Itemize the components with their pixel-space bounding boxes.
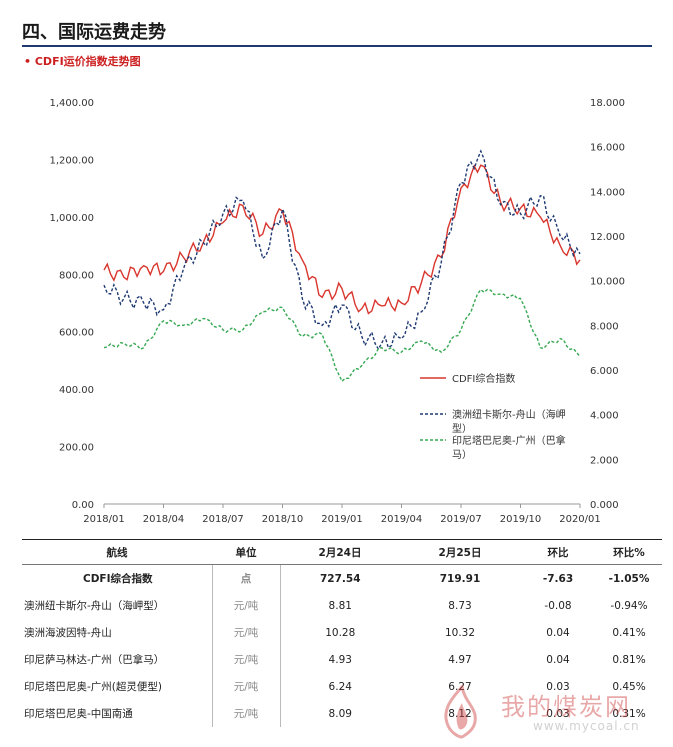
value-cell: 727.54	[319, 572, 361, 585]
change-pct-cell: 0.31%	[612, 707, 646, 720]
legend-label-0: CDFI综合指数	[452, 372, 515, 385]
table-row: 印尼萨马林达-广州（巴拿马） 元/吨 4.93 4.97 0.04 0.81%	[22, 646, 662, 673]
series-line-0	[103, 164, 581, 315]
column-header: 环比	[520, 539, 596, 565]
change-cell: 0.03	[546, 680, 570, 693]
x-tick-label: 2018/07	[202, 514, 244, 525]
change-cell: -7.63	[542, 572, 574, 585]
y-left-tick-label: 200.00	[59, 443, 94, 454]
table-row: 印尼塔巴尼奥-中国南通 元/吨 8.09 8.12 0.03 0.31%	[22, 700, 662, 727]
legend-label-2: 印尼塔巴尼奥-广州（巴拿马）	[452, 434, 566, 461]
unit-cell: 元/吨	[211, 592, 281, 619]
unit-cell: 元/吨	[211, 673, 281, 700]
y-right-tick-label: 6.000	[590, 366, 619, 377]
chart-subtitle: • CDFI运价指数走势图	[24, 55, 141, 68]
table-row: CDFI综合指数 点 727.54 719.91 -7.63 -1.05%	[22, 564, 662, 592]
change-pct-cell: 0.41%	[612, 626, 646, 639]
value-cell: 4.93	[328, 653, 352, 666]
x-tick-label: 2019/10	[500, 514, 542, 525]
change-cell: -0.08	[544, 599, 572, 612]
route-cell: 澳洲海波因特-舟山	[24, 627, 112, 639]
y-right-tick-label: 10.000	[590, 277, 625, 288]
change-pct-cell: -0.94%	[610, 599, 648, 612]
table-body: CDFI综合指数 点 727.54 719.91 -7.63 -1.05% 澳洲纽卡斯尔-舟…	[22, 564, 662, 727]
route-cell: 澳洲纽卡斯尔-舟山（海岬型）	[24, 600, 165, 612]
change-cell: 0.04	[546, 653, 570, 666]
x-tick-label: 2018/10	[262, 514, 304, 525]
unit-cell: 元/吨	[211, 700, 281, 727]
x-tick-label: 2019/01	[321, 514, 363, 525]
value-cell: 719.91	[439, 572, 481, 585]
value-cell: 8.73	[448, 599, 472, 612]
title-divider	[22, 45, 652, 47]
value-cell: 8.12	[448, 707, 472, 720]
column-header: 2月25日	[400, 539, 520, 565]
y-left-tick-label: 1,000.00	[49, 213, 94, 224]
y-right-tick-label: 4.000	[590, 411, 619, 422]
value-cell: 10.28	[325, 626, 356, 639]
value-cell: 6.24	[328, 680, 352, 693]
y-right-tick-label: 8.000	[590, 321, 619, 332]
route-cell: 印尼塔巴尼奥-广州(超灵便型)	[24, 681, 162, 693]
route-cell: 印尼塔巴尼奥-中国南通	[24, 708, 133, 720]
value-cell: 10.32	[444, 626, 476, 639]
value-cell: 4.97	[448, 653, 472, 666]
route-cell: CDFI综合指数	[82, 573, 153, 585]
table-header-row: 航线 单位 2月24日 2月25日 环比 环比%	[22, 539, 662, 565]
series-line-1	[103, 149, 581, 351]
column-header: 2月24日	[280, 539, 400, 565]
table-row: 印尼塔巴尼奥-广州(超灵便型) 元/吨 6.24 6.27 0.03 0.45%	[22, 673, 662, 700]
x-tick-label: 2020/01	[559, 514, 601, 525]
y-right-tick-label: 14.000	[590, 187, 625, 198]
y-right-tick-label: 16.000	[590, 143, 625, 154]
change-cell: 0.04	[546, 626, 570, 639]
y-right-tick-label: 0.000	[590, 500, 619, 511]
y-right-tick-label: 12.000	[590, 232, 625, 243]
change-pct-cell: -1.05%	[608, 572, 650, 585]
y-left-tick-label: 1,200.00	[49, 155, 94, 166]
x-tick-label: 2018/04	[143, 514, 185, 525]
value-cell: 8.09	[328, 707, 352, 720]
change-pct-cell: 0.81%	[612, 653, 646, 666]
y-right-tick-label: 2.000	[590, 455, 619, 466]
page-title: 四、国际运费走势	[22, 22, 166, 43]
x-tick-label: 2019/07	[440, 514, 482, 525]
x-tick-label: 2018/01	[83, 514, 125, 525]
y-left-tick-label: 600.00	[59, 328, 94, 339]
y-left-tick-label: 0.00	[72, 500, 94, 511]
value-cell: 8.81	[328, 599, 352, 612]
unit-cell: 点	[211, 564, 281, 592]
column-header: 环比%	[596, 539, 662, 565]
y-left-tick-label: 1,400.00	[49, 98, 94, 109]
unit-cell: 元/吨	[211, 646, 281, 673]
line-chart: 0.00 200.00 400.00 600.00 800.00 1,000.00 1,20…	[49, 98, 625, 525]
y-left-tick-label: 800.00	[59, 270, 94, 281]
value-cell: 6.27	[448, 680, 472, 693]
table-row: 澳洲纽卡斯尔-舟山（海岬型） 元/吨 8.81 8.73 -0.08 -0.94%	[22, 592, 662, 619]
y-right-tick-label: 18.000	[590, 98, 625, 109]
column-header: 航线	[22, 539, 212, 565]
column-header: 单位	[212, 539, 280, 565]
change-cell: 0.03	[546, 707, 570, 720]
x-tick-label: 2019/04	[381, 514, 423, 525]
freight-table: 航线 单位 2月24日 2月25日 环比 环比% CDFI综合指数 点 727.54 719.9…	[22, 539, 662, 727]
legend-label-1: 澳洲纽卡斯尔-舟山（海岬型）	[452, 408, 566, 435]
table-row: 澳洲海波因特-舟山 元/吨 10.28 10.32 0.04 0.41%	[22, 619, 662, 646]
route-cell: 印尼萨马林达-广州（巴拿马）	[24, 654, 165, 666]
series-line-2	[103, 288, 581, 383]
y-left-tick-label: 400.00	[59, 385, 94, 396]
change-pct-cell: 0.45%	[612, 680, 646, 693]
unit-cell: 元/吨	[211, 619, 281, 646]
